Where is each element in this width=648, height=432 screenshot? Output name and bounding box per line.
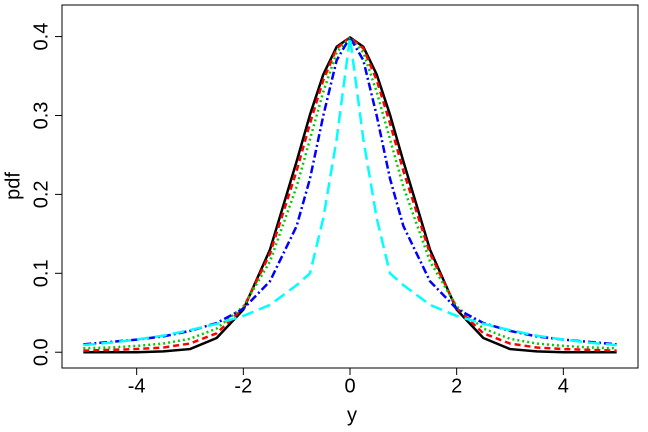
series-line — [83, 36, 617, 346]
x-tick-label: -2 — [234, 375, 252, 397]
series-line — [83, 36, 617, 350]
x-tick-label: 4 — [558, 375, 569, 397]
x-tick-label: 0 — [344, 375, 355, 397]
series-line — [83, 36, 617, 347]
y-tick-label: 0.2 — [30, 180, 52, 208]
x-tick-label: 2 — [451, 375, 462, 397]
series-line — [83, 36, 617, 354]
x-tick-label: -4 — [128, 375, 146, 397]
y-tick-label: 0.1 — [30, 259, 52, 287]
y-tick-label: 0.0 — [30, 338, 52, 366]
plot-box — [61, 4, 639, 369]
y-tick-label: 0.4 — [30, 23, 52, 51]
x-axis-label: y — [347, 404, 357, 426]
y-axis-label: pdf — [2, 172, 24, 200]
series-line — [83, 36, 617, 352]
y-tick-label: 0.3 — [30, 102, 52, 130]
